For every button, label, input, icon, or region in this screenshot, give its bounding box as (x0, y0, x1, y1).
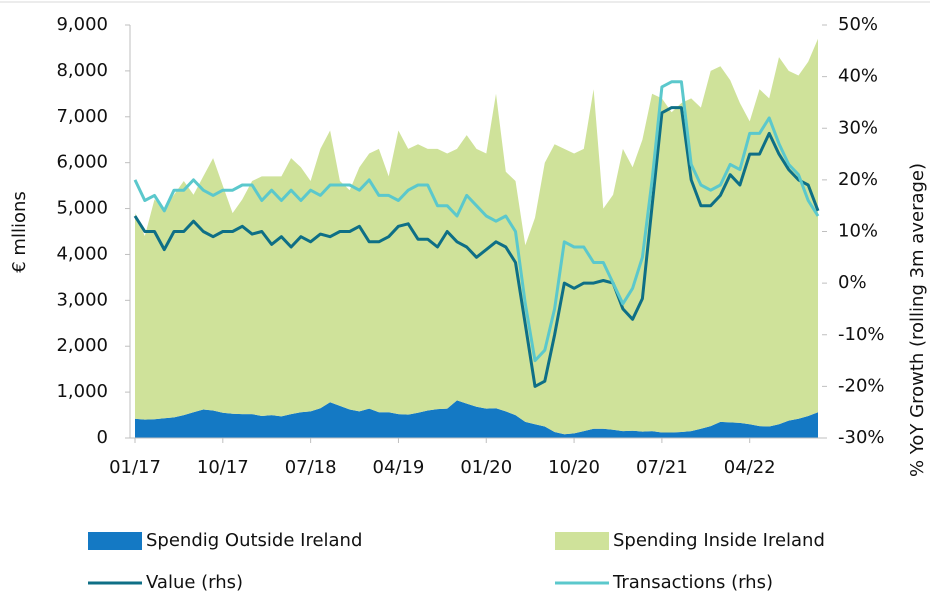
area (135, 38, 818, 435)
line (133, 106, 820, 388)
legend-label: Spending Inside Ireland (613, 530, 825, 551)
legend-swatch (88, 532, 142, 550)
x-tick-label: 04/22 (724, 457, 776, 478)
area (135, 400, 818, 438)
y-axis-title: € mllions (9, 191, 30, 273)
x-tick-label: 10/17 (197, 457, 249, 478)
x-tick-label: 07/21 (636, 457, 688, 478)
y-tick-label: 5,000 (56, 198, 108, 219)
legend: Spendig Outside Ireland Spending Inside I… (88, 530, 825, 593)
legend-label: Spendig Outside Ireland (146, 530, 362, 551)
y2-tick-label: 0% (838, 272, 867, 293)
y2-tick-label: 10% (838, 221, 878, 242)
y-tick-label: 0 (97, 427, 108, 448)
y2-tick-label: -30% (838, 427, 885, 448)
x-tick-label: 01/17 (109, 457, 161, 478)
y-tick-label: 3,000 (56, 289, 108, 310)
y2-tick-label: -20% (838, 375, 885, 396)
y-tick-label: 6,000 (56, 152, 108, 173)
x-tick-label: 07/18 (285, 457, 337, 478)
x-tick-label: 10/20 (548, 457, 600, 478)
y-tick-label: 8,000 (56, 60, 108, 81)
y-tick-label: 4,000 (56, 243, 108, 264)
y-tick-label: 1,000 (56, 381, 108, 402)
y2-tick-label: 40% (838, 66, 878, 87)
legend-label: Transactions (rhs) (612, 572, 773, 593)
x-tick-label: 01/20 (460, 457, 512, 478)
x-tick-label: 04/19 (373, 457, 425, 478)
legend-label: Value (rhs) (146, 572, 243, 593)
legend-swatch (555, 532, 609, 550)
y2-tick-label: 50% (838, 14, 878, 35)
y2-tick-label: 20% (838, 169, 878, 190)
y2-tick-label: 30% (838, 117, 878, 138)
y-tick-label: 7,000 (56, 106, 108, 127)
y-tick-label: 9,000 (56, 14, 108, 35)
y-tick-label: 2,000 (56, 335, 108, 356)
line (133, 80, 820, 363)
y2-tick-label: -10% (838, 324, 885, 345)
y2-axis-title: % YoY Growth (rolling 3m average) (907, 163, 928, 477)
plot-area (125, 24, 827, 443)
